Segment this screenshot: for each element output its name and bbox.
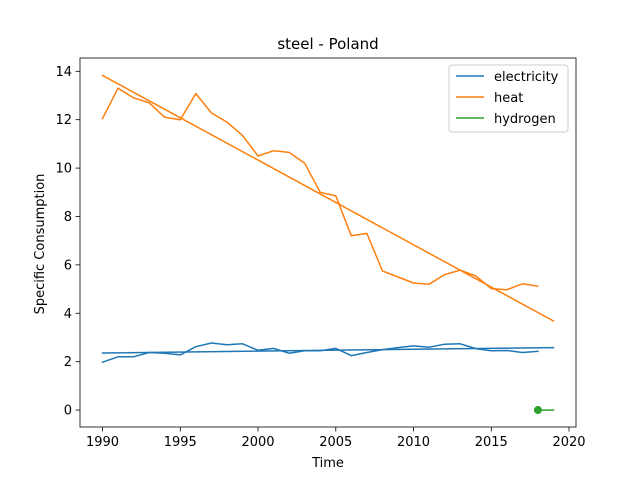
- y-tick-label: 8: [64, 210, 72, 225]
- y-tick-label: 12: [55, 113, 72, 128]
- y-tick-label: 14: [55, 65, 72, 80]
- x-tick-label: 2015: [475, 435, 508, 450]
- legend-box: [448, 64, 569, 133]
- x-tick-label: 1990: [86, 435, 119, 450]
- x-tick-label: 1995: [164, 435, 197, 450]
- series-line-heat: [101, 87, 539, 291]
- y-tick-label: 10: [55, 162, 72, 177]
- x-tick-label: 2010: [397, 435, 430, 450]
- y-tick-label: 0: [64, 404, 72, 419]
- legend-label-hydrogen: hydrogen: [494, 112, 556, 127]
- x-tick-label: 2020: [552, 435, 585, 450]
- legend-label-electricity: electricity: [494, 70, 559, 85]
- x-tick-label: 2005: [319, 435, 352, 450]
- chart-title: steel - Poland: [277, 35, 378, 53]
- legend: electricity heat hydrogen: [448, 64, 569, 133]
- legend-label-heat: heat: [494, 91, 523, 106]
- axes-frame: [79, 57, 577, 428]
- series-marker-hydrogen: [533, 406, 542, 415]
- x-axis-label: Time: [311, 456, 344, 471]
- y-axis-label: Specific Consumption: [33, 174, 48, 315]
- x-tick-label: 2000: [241, 435, 274, 450]
- y-tick-label: 2: [64, 355, 72, 370]
- y-tick-label: 6: [64, 258, 72, 273]
- series-line-electricity: [101, 346, 555, 354]
- series-line-heat: [101, 74, 555, 323]
- y-tick-label: 4: [64, 307, 72, 322]
